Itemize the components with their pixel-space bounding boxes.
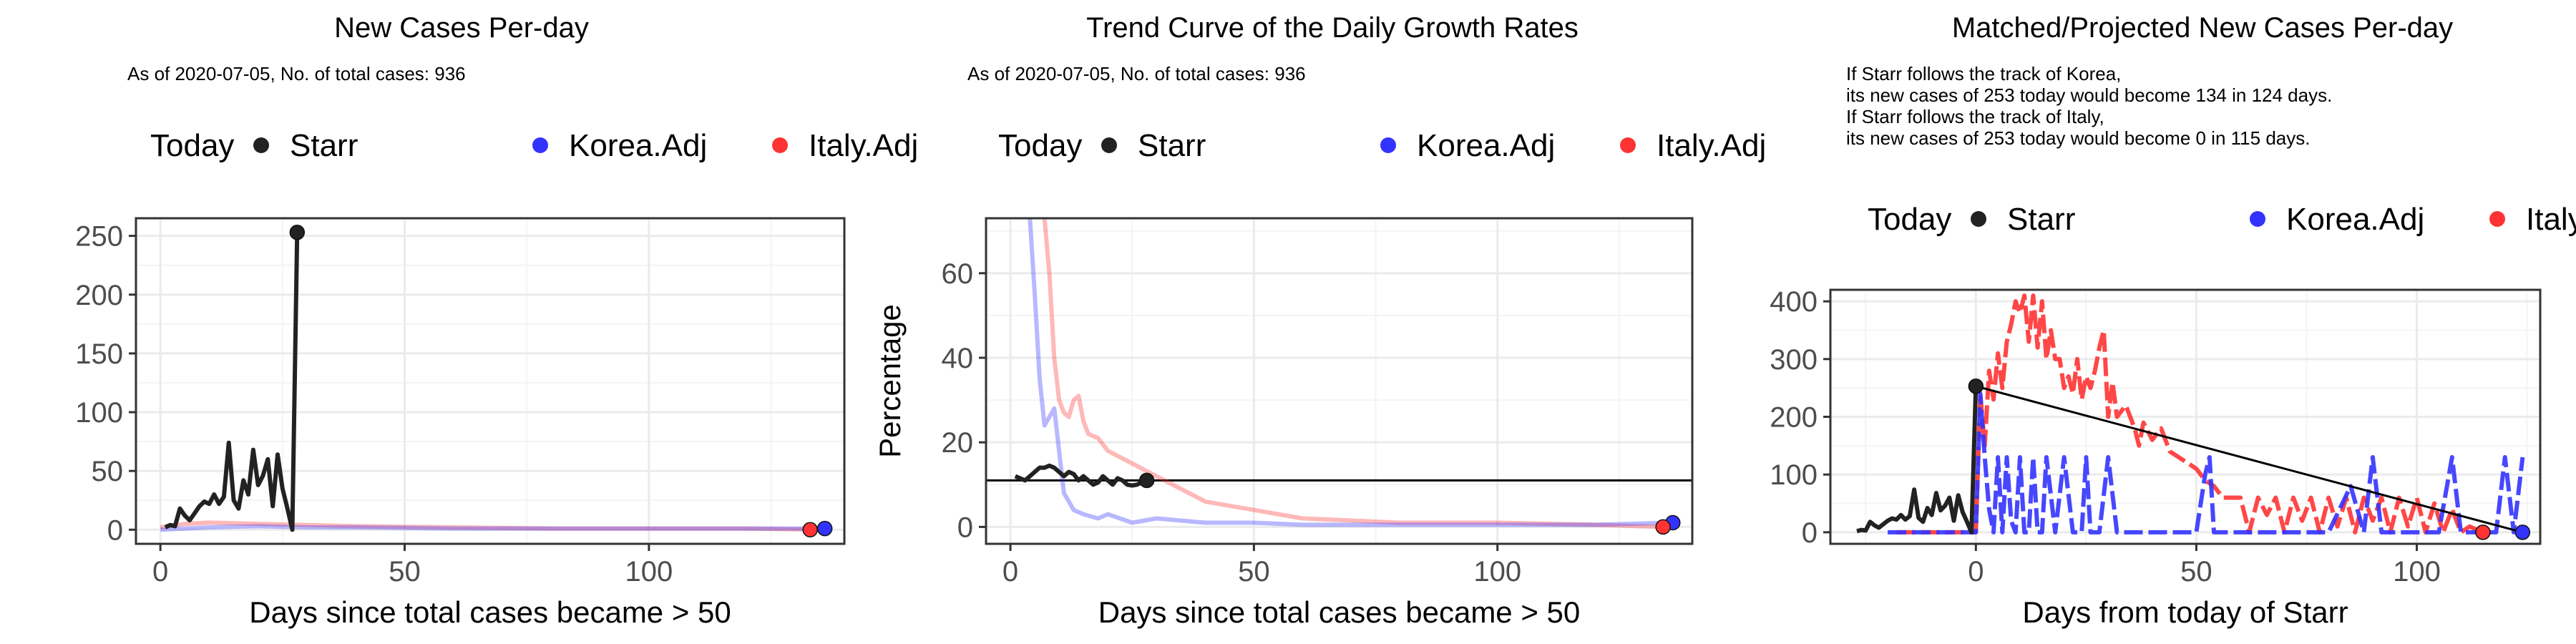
legend-marker-starr (1971, 211, 1986, 227)
legend-label-korea: Korea.Adj (2286, 202, 2424, 237)
panel-1: New Cases Per-day As of 2020-07-05, No. o… (75, 12, 918, 629)
legend-marker-korea (532, 137, 548, 153)
y-tick-label: 20 (942, 427, 974, 459)
today-point-starr (289, 224, 306, 240)
legend-marker-italy (2489, 211, 2505, 227)
axis-ticks: 0 50 100 0 100 200 300 400 (1770, 286, 2441, 587)
legend-title: Today (1868, 202, 1951, 237)
data-layer (160, 232, 825, 532)
x-axis-label: Days since total cases became > 50 (1098, 595, 1581, 629)
x-tick-label: 100 (1473, 556, 1521, 587)
y-tick-label: 40 (942, 343, 974, 374)
axis-ticks: 0 50 100 0 50 100 150 200 250 (75, 221, 673, 587)
chart-subtitle: As of 2020-07-05, No. of total cases: 93… (967, 63, 1306, 84)
x-axis-label: Days since total cases became > 50 (249, 595, 731, 629)
x-tick-label: 0 (152, 556, 168, 587)
legend-label-italy: Italy.Adj (809, 128, 918, 163)
y-tick-label: 300 (1770, 344, 1818, 376)
y-tick-label: 50 (92, 456, 124, 487)
legend-label-starr: Starr (2007, 202, 2075, 237)
x-tick-label: 0 (1002, 556, 1018, 587)
series-line-korea (160, 524, 825, 532)
legend-marker-korea (2250, 211, 2265, 227)
y-tick-label: 150 (75, 338, 123, 370)
plot-area (136, 218, 844, 544)
today-point-italy (2475, 525, 2491, 540)
chart-subtitle: As of 2020-07-05, No. of total cases: 93… (127, 63, 466, 84)
y-tick-label: 400 (1770, 286, 1818, 318)
chart-title: Trend Curve of the Daily Growth Rates (1086, 12, 1579, 44)
legend: Today Starr Korea.Adj Italy.Adj (998, 128, 1766, 163)
series-line-korea (1028, 218, 1673, 527)
series-line-italy (1042, 218, 1664, 530)
x-tick-label: 100 (625, 556, 673, 587)
gridlines (986, 218, 1692, 544)
today-point-starr (1138, 472, 1155, 489)
legend-marker-italy (772, 137, 788, 153)
chart-subtitle-line: If Starr follows the track of Italy, (1846, 106, 2104, 127)
panel-2: Trend Curve of the Daily Growth Rates As … (873, 12, 1766, 629)
series-line-korea (1888, 391, 2525, 535)
legend-label-korea: Korea.Adj (569, 128, 707, 163)
plot-border (985, 217, 1694, 545)
legend-label-starr: Starr (290, 128, 358, 163)
today-point-korea (816, 520, 833, 537)
y-tick-label: 100 (75, 397, 123, 429)
legend-label-italy: Italy.Adj (2526, 202, 2576, 237)
y-tick-label: 0 (1802, 517, 1818, 549)
x-tick-label: 0 (1968, 556, 1984, 587)
series-line-starr (1014, 463, 1148, 488)
y-tick-label: 200 (1770, 402, 1818, 434)
legend-title: Today (998, 128, 1082, 163)
legend-label-korea: Korea.Adj (1417, 128, 1555, 163)
legend-marker-starr (253, 137, 269, 153)
y-axis-label: Percentage (873, 304, 907, 458)
plot-border (135, 217, 846, 545)
legend-label-starr: Starr (1138, 128, 1206, 163)
y-tick-label: 60 (942, 258, 974, 290)
today-point-italy (802, 522, 818, 538)
series-line-italy (1896, 293, 2484, 535)
panel-3: Matched/Projected New Cases Per-day If St… (1770, 12, 2576, 629)
data-layer (986, 218, 1692, 530)
legend-marker-starr (1101, 137, 1117, 153)
today-point-korea (2514, 525, 2531, 540)
x-tick-label: 50 (389, 556, 421, 587)
today-point-starr (1968, 378, 1984, 394)
y-tick-label: 0 (107, 514, 123, 546)
y-tick-label: 200 (75, 280, 123, 311)
x-tick-label: 50 (2180, 556, 2212, 587)
chart-title: Matched/Projected New Cases Per-day (1952, 12, 2453, 44)
data-layer (1856, 293, 2525, 535)
today-point-italy (1655, 519, 1671, 535)
chart-subtitle-line: its new cases of 253 today would become … (1846, 84, 2332, 106)
y-tick-label: 100 (1770, 459, 1818, 491)
series-line-starr (164, 232, 300, 532)
legend: Today Starr Korea.Adj Italy.Adj (1868, 202, 2576, 237)
x-tick-label: 50 (1238, 556, 1270, 587)
chart-subtitle-line: its new cases of 253 today would become … (1846, 127, 2310, 149)
chart-subtitle-line: If Starr follows the track of Korea, (1846, 63, 2121, 84)
projection-line-starr (1975, 385, 2523, 534)
legend: Today Starr Korea.Adj Italy.Adj (150, 128, 918, 163)
x-tick-label: 100 (2393, 556, 2441, 587)
series-line-italy (160, 520, 820, 532)
y-tick-label: 250 (75, 221, 123, 253)
legend-marker-italy (1620, 137, 1636, 153)
y-tick-label: 0 (957, 512, 973, 543)
legend-label-italy: Italy.Adj (1657, 128, 1766, 163)
plot-area (986, 218, 1692, 544)
x-axis-label: Days from today of Starr (2022, 595, 2348, 629)
axis-ticks: 0 50 100 0 20 40 60 (942, 258, 1522, 587)
legend-title: Today (150, 128, 234, 163)
legend-marker-korea (1380, 137, 1396, 153)
chart-title: New Cases Per-day (334, 12, 589, 44)
series-line-starr (1856, 386, 1979, 535)
